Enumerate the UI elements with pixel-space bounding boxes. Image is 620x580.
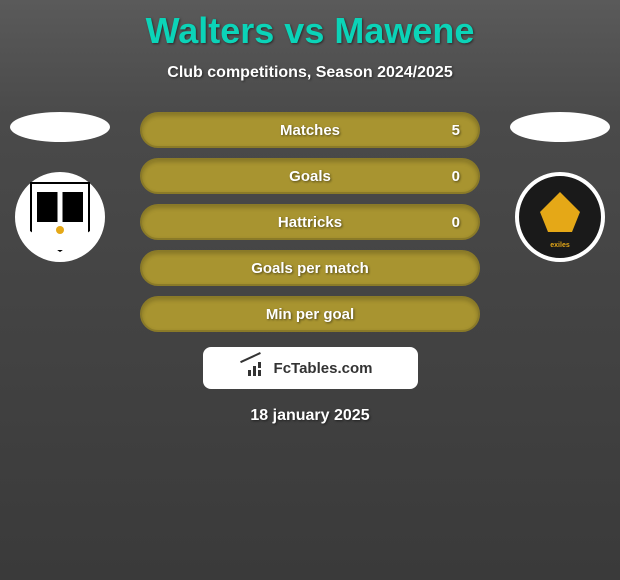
newport-county-crest-icon: exiles [525,182,595,252]
stat-value-right: 0 [452,214,460,231]
stat-bar-matches: Matches 5 [140,112,480,148]
brand-box: FcTables.com [203,347,418,389]
badge-right-text: exiles [525,242,595,249]
stat-bar-goals-per-match: Goals per match [140,250,480,286]
stat-value-right: 5 [452,122,460,139]
player-right-avatar [510,112,610,142]
stat-label: Min per goal [266,306,354,323]
player-left-column [10,112,110,262]
stat-bar-goals: Goals 0 [140,158,480,194]
chart-icon [248,360,268,376]
club-badge-right: exiles [515,172,605,262]
content: exiles Matches 5 Goals 0 Hattricks 0 Goa… [0,112,620,425]
stat-bar-hattricks: Hattricks 0 [140,204,480,240]
player-right-column: exiles [510,112,610,262]
player-left-avatar [10,112,110,142]
page-title: Walters vs Mawene [0,10,620,52]
stat-label: Goals [289,168,331,185]
stats-container: Matches 5 Goals 0 Hattricks 0 Goals per … [140,112,480,332]
stat-label: Goals per match [251,260,369,277]
stat-value-right: 0 [452,168,460,185]
stat-label: Hattricks [278,214,342,231]
port-vale-crest-icon [30,182,90,252]
date-text: 18 january 2025 [0,407,620,425]
stat-bar-min-per-goal: Min per goal [140,296,480,332]
brand-text: FcTables.com [274,360,373,377]
club-badge-left [15,172,105,262]
stat-label: Matches [280,122,340,139]
subtitle: Club competitions, Season 2024/2025 [0,64,620,82]
header: Walters vs Mawene Club competitions, Sea… [0,0,620,82]
